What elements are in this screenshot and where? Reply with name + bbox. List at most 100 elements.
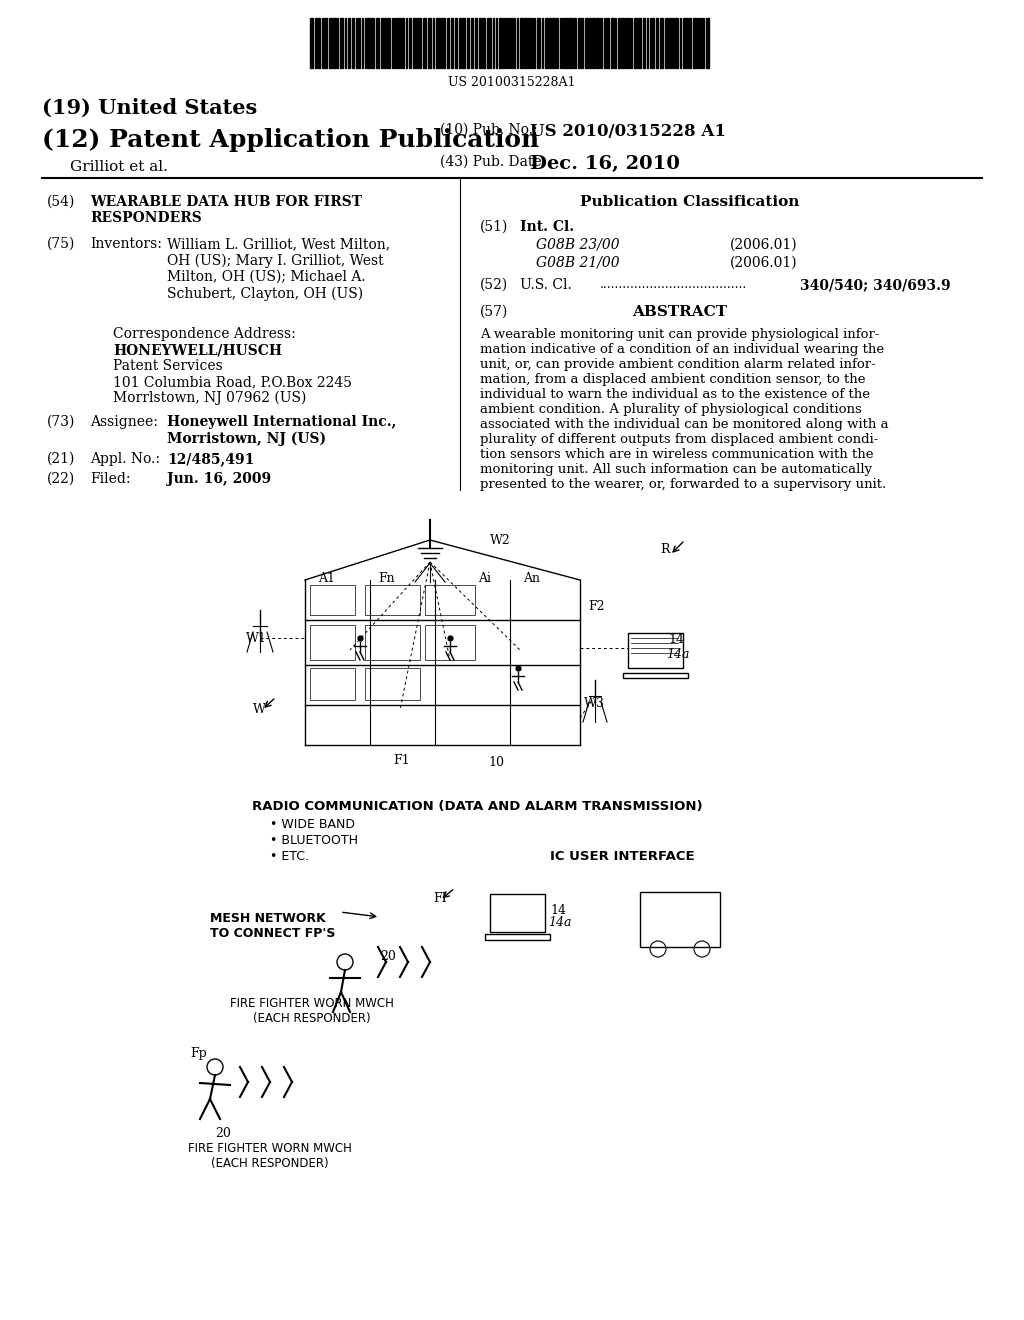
Bar bbox=[689, 18, 691, 69]
Bar bbox=[565, 18, 568, 69]
Text: 20: 20 bbox=[380, 950, 396, 964]
Bar bbox=[348, 18, 350, 69]
Bar bbox=[365, 624, 420, 660]
Bar bbox=[652, 18, 654, 69]
Text: (51): (51) bbox=[480, 220, 508, 234]
Bar bbox=[490, 894, 545, 932]
Bar bbox=[552, 18, 555, 69]
Bar bbox=[475, 18, 477, 69]
Text: Correspondence Address:: Correspondence Address: bbox=[113, 327, 296, 341]
Bar bbox=[428, 18, 431, 69]
Bar bbox=[384, 18, 386, 69]
Bar bbox=[638, 18, 641, 69]
Text: WEARABLE DATA HUB FOR FIRST
RESPONDERS: WEARABLE DATA HUB FOR FIRST RESPONDERS bbox=[90, 195, 362, 226]
Text: Patent Services: Patent Services bbox=[113, 359, 223, 374]
Text: US 20100315228A1: US 20100315228A1 bbox=[449, 77, 575, 88]
Bar bbox=[423, 18, 426, 69]
Bar bbox=[367, 18, 370, 69]
Text: FIRE FIGHTER WORN MWCH
(EACH RESPONDER): FIRE FIGHTER WORN MWCH (EACH RESPONDER) bbox=[230, 997, 394, 1026]
Bar bbox=[479, 18, 481, 69]
Text: (75): (75) bbox=[47, 238, 76, 251]
Bar bbox=[545, 18, 548, 69]
Bar bbox=[455, 18, 457, 69]
Text: 14a: 14a bbox=[666, 648, 689, 661]
Text: (52): (52) bbox=[480, 279, 508, 292]
Text: Inventors:: Inventors: bbox=[90, 238, 162, 251]
Text: Dec. 16, 2010: Dec. 16, 2010 bbox=[530, 154, 680, 173]
Bar bbox=[520, 18, 523, 69]
Bar bbox=[693, 18, 696, 69]
Text: W3: W3 bbox=[584, 697, 605, 710]
Text: (73): (73) bbox=[47, 414, 76, 429]
Bar bbox=[592, 18, 595, 69]
Text: FIRE FIGHTER WORN MWCH
(EACH RESPONDER): FIRE FIGHTER WORN MWCH (EACH RESPONDER) bbox=[188, 1142, 352, 1170]
Bar bbox=[387, 18, 390, 69]
Text: W1: W1 bbox=[246, 632, 267, 645]
Bar bbox=[549, 18, 551, 69]
Text: ......................................: ...................................... bbox=[600, 279, 748, 290]
Bar bbox=[487, 18, 489, 69]
Bar bbox=[556, 18, 558, 69]
Text: (43) Pub. Date:: (43) Pub. Date: bbox=[440, 154, 546, 169]
Text: William L. Grilliot, West Milton,
OH (US); Mary I. Grilliot, West
Milton, OH (US: William L. Grilliot, West Milton, OH (US… bbox=[167, 238, 390, 301]
Bar bbox=[340, 18, 343, 69]
Text: 14a: 14a bbox=[548, 916, 571, 929]
Text: Grilliot et al.: Grilliot et al. bbox=[70, 160, 168, 174]
Text: W: W bbox=[253, 704, 266, 715]
Bar bbox=[402, 18, 404, 69]
Text: Jun. 16, 2009: Jun. 16, 2009 bbox=[167, 473, 271, 486]
Text: An: An bbox=[523, 572, 540, 585]
Text: (2006.01): (2006.01) bbox=[730, 238, 798, 252]
Text: Int. Cl.: Int. Cl. bbox=[520, 220, 574, 234]
Text: (22): (22) bbox=[47, 473, 75, 486]
Bar bbox=[702, 18, 705, 69]
Bar bbox=[585, 18, 588, 69]
Bar bbox=[706, 18, 709, 69]
Bar bbox=[365, 668, 420, 700]
Bar bbox=[333, 18, 336, 69]
Bar bbox=[606, 18, 609, 69]
Text: F1: F1 bbox=[393, 754, 410, 767]
Text: 14: 14 bbox=[550, 904, 566, 917]
Bar bbox=[425, 624, 475, 660]
Bar bbox=[596, 18, 599, 69]
Bar bbox=[656, 18, 658, 69]
Text: F2: F2 bbox=[588, 601, 604, 612]
Text: Filed:: Filed: bbox=[90, 473, 130, 486]
Text: FI: FI bbox=[433, 892, 446, 906]
Bar bbox=[376, 18, 379, 69]
Text: 101 Columbia Road, P.O.Box 2245: 101 Columbia Road, P.O.Box 2245 bbox=[113, 375, 352, 389]
Bar bbox=[352, 18, 354, 69]
Text: US 2010/0315228 A1: US 2010/0315228 A1 bbox=[530, 123, 726, 140]
Bar bbox=[459, 18, 461, 69]
Bar bbox=[471, 18, 473, 69]
Text: (57): (57) bbox=[480, 305, 508, 319]
Text: W2: W2 bbox=[490, 535, 511, 546]
Bar bbox=[365, 585, 420, 615]
Text: (12) Patent Application Publication: (12) Patent Application Publication bbox=[42, 128, 540, 152]
Bar bbox=[623, 673, 688, 678]
Bar bbox=[660, 18, 663, 69]
Bar bbox=[310, 624, 355, 660]
Bar bbox=[675, 18, 678, 69]
Text: (54): (54) bbox=[47, 195, 76, 209]
Text: Morrlstown, NJ 07962 (US): Morrlstown, NJ 07962 (US) bbox=[113, 391, 306, 405]
Text: R: R bbox=[660, 543, 670, 556]
Bar bbox=[419, 18, 421, 69]
Bar bbox=[381, 18, 383, 69]
Text: MESH NETWORK
TO CONNECT FP'S: MESH NETWORK TO CONNECT FP'S bbox=[210, 912, 336, 940]
Text: 10: 10 bbox=[488, 756, 504, 770]
Text: ABSTRACT: ABSTRACT bbox=[633, 305, 727, 319]
Bar bbox=[499, 18, 502, 69]
Bar bbox=[447, 18, 449, 69]
Bar bbox=[618, 18, 620, 69]
Bar bbox=[665, 18, 667, 69]
Bar bbox=[443, 18, 445, 69]
Bar bbox=[485, 935, 550, 940]
Bar bbox=[670, 18, 672, 69]
Text: Fp: Fp bbox=[190, 1047, 207, 1060]
Text: (21): (21) bbox=[47, 451, 76, 466]
Bar bbox=[396, 18, 399, 69]
Bar bbox=[643, 18, 645, 69]
Text: Assignee:: Assignee: bbox=[90, 414, 158, 429]
